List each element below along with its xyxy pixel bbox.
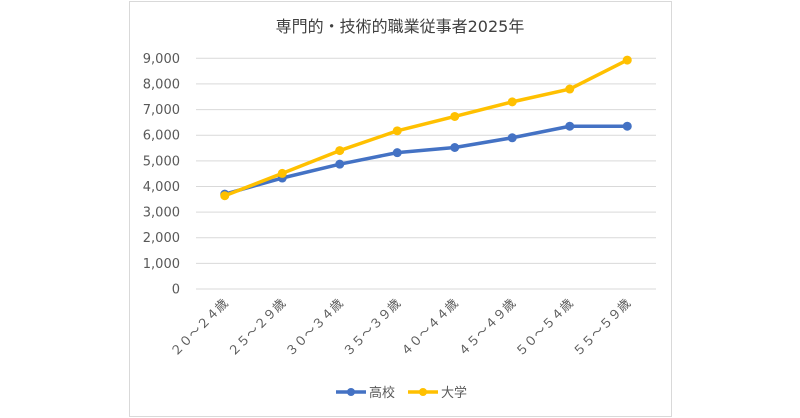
data-point-marker <box>392 126 402 136</box>
legend-marker-icon <box>419 388 427 396</box>
chart-frame <box>129 1 672 417</box>
legend-label: 大学 <box>441 385 467 401</box>
legend-item-0: 高校 <box>336 385 395 401</box>
x-tick-label: ５０～５４歳 <box>512 295 576 359</box>
data-point-marker <box>450 143 460 153</box>
y-tick-label: 4,000 <box>143 180 180 195</box>
data-point-marker <box>622 55 632 65</box>
data-point-marker <box>277 168 287 178</box>
y-tick-label: 9,000 <box>143 52 180 67</box>
x-tick-label: ４０～４４歳 <box>397 295 461 359</box>
y-tick-label: 5,000 <box>143 154 180 169</box>
legend-label: 高校 <box>369 385 395 401</box>
legend-item-1: 大学 <box>408 385 467 401</box>
gridlines <box>196 57 656 290</box>
data-point-marker <box>335 159 345 169</box>
series-1 <box>220 55 632 201</box>
data-point-marker <box>565 121 575 131</box>
y-axis-ticks: 0 1,000 2,000 3,000 4,000 5,000 6,000 7,000 8,00… <box>143 52 180 298</box>
chart-title: 専門的・技術的職業従事者2025年 <box>276 17 525 36</box>
data-point-marker <box>450 111 460 121</box>
y-tick-label: 2,000 <box>143 231 180 246</box>
series-0 <box>220 121 632 199</box>
data-point-marker <box>622 121 632 131</box>
series-lines <box>220 55 632 201</box>
y-tick-label: 1,000 <box>143 257 180 272</box>
data-point-marker <box>507 133 517 143</box>
legend: 高校 大学 <box>336 385 467 401</box>
x-tick-label: ４５～４９歳 <box>455 295 519 359</box>
data-point-marker <box>392 148 402 158</box>
data-point-marker <box>565 84 575 94</box>
y-tick-label: 8,000 <box>143 77 180 92</box>
x-tick-label: ５５～５９歳 <box>570 295 634 359</box>
x-axis-ticks: ２０～２４歳２５～２９歳３０～３４歳３５～３９歳４０～４４歳４５～４９歳５０～５… <box>167 295 633 359</box>
y-tick-label: 0 <box>172 283 180 298</box>
x-tick-label: ２０～２４歳 <box>167 295 231 359</box>
y-tick-label: 6,000 <box>143 129 180 144</box>
legend-marker-icon <box>347 388 355 396</box>
x-tick-label: ２５～２９歳 <box>225 295 289 359</box>
x-tick-label: ３５～３９歳 <box>340 295 404 359</box>
y-tick-label: 7,000 <box>143 103 180 118</box>
series-line <box>224 58 629 198</box>
data-point-marker <box>507 97 517 107</box>
x-tick-label: ３０～３４歳 <box>282 295 346 359</box>
data-point-marker <box>220 191 230 201</box>
y-tick-label: 3,000 <box>143 206 180 221</box>
data-point-marker <box>335 146 345 156</box>
series-line <box>224 124 628 196</box>
